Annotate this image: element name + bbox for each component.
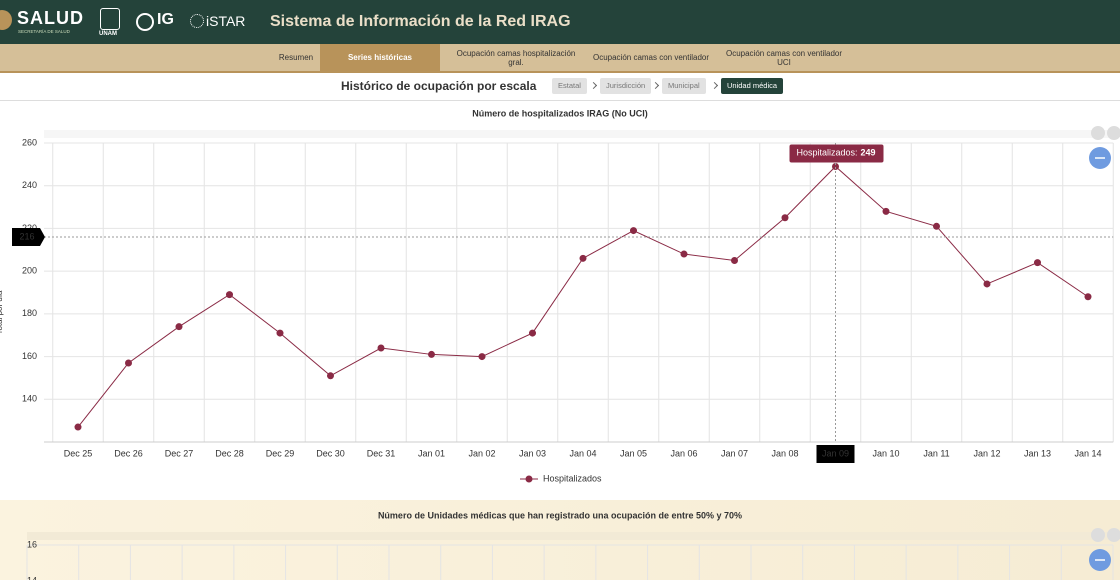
tooltip-value: 249	[861, 148, 876, 158]
y-tick-label: 180	[22, 308, 37, 318]
data-point	[983, 280, 991, 288]
site-title: Sistema de Información de la Red IRAG	[270, 13, 571, 30]
data-point	[680, 250, 688, 258]
x-tick-label: Jan 07	[721, 448, 748, 458]
y-tick-label: 160	[22, 351, 37, 361]
x-tick-label: Dec 29	[266, 448, 295, 458]
breadcrumb-separator	[589, 81, 598, 90]
data-point	[428, 350, 435, 358]
crosshair-label: 216	[19, 231, 34, 241]
x-tick-label: Dec 25	[64, 448, 93, 458]
charts: Número de hospitalizados IRAG (No UCI) 14…	[0, 108, 1120, 580]
x-tick-label: Jan 11	[923, 448, 949, 458]
breadcrumb-item[interactable]: Unidad médica	[721, 78, 784, 94]
zoom-button[interactable]	[1107, 528, 1120, 542]
breadcrumb-item[interactable]: Municipal	[662, 78, 706, 94]
data-point	[630, 227, 637, 235]
data-point	[327, 372, 334, 380]
x-tick-label: Dec 28	[215, 448, 244, 458]
data-point	[1084, 293, 1092, 301]
x-tick-label: Jan 13	[1024, 448, 1051, 458]
logo-salud-sub: SECRETARÍA DE SALUD	[18, 29, 70, 34]
data-point	[478, 353, 486, 361]
nav-tab[interactable]: Ocupación camas hospitalización gral.	[456, 48, 576, 67]
data-point	[125, 359, 132, 367]
y-tick-label: 260	[22, 137, 37, 147]
x-tick-label: Dec 31	[367, 448, 396, 458]
x-tick-label: Jan 12	[973, 448, 1000, 458]
emblem	[0, 10, 12, 30]
nav-tab[interactable]: Ocupación camas con ventilador UCI	[725, 48, 843, 67]
data-point	[377, 344, 385, 352]
plot-band	[44, 130, 1110, 138]
zoom-button[interactable]	[1091, 126, 1105, 140]
data-point	[175, 323, 183, 331]
y-tick-label: 200	[22, 266, 37, 276]
breadcrumb-separator	[651, 81, 660, 90]
data-point	[781, 214, 789, 222]
chart-title: Número de Unidades médicas que han regis…	[378, 510, 742, 520]
nav-tab[interactable]: Series históricas	[320, 44, 440, 71]
data-point	[832, 162, 839, 170]
logo-unam: UNAM	[99, 31, 117, 37]
breadcrumb-item[interactable]: Estatal	[552, 78, 587, 94]
x-tick-label: Jan 04	[569, 448, 596, 458]
x-tick-label: Jan 05	[620, 448, 647, 458]
y-axis-title: Total por día	[0, 290, 4, 335]
nav-bar: Resumen Series históricas Ocupación camas …	[0, 44, 1120, 73]
crosshair-label-box	[12, 227, 45, 246]
data-point	[74, 423, 82, 431]
x-tick-label: Jan 01	[418, 448, 445, 458]
y-tick-label: 14	[27, 575, 37, 580]
x-tick-label: Jan 08	[771, 448, 798, 458]
data-point	[579, 254, 587, 262]
x-tick-label: Jan 10	[872, 448, 899, 458]
x-tick-label: Dec 26	[114, 448, 143, 458]
data-point	[933, 222, 940, 230]
y-tick-label: 240	[22, 180, 37, 190]
section-title: Histórico de ocupación por escala	[341, 79, 537, 93]
tooltip-label: Hospitalizados:	[797, 148, 858, 158]
zoom-button[interactable]	[1091, 528, 1105, 542]
x-tick-label: Jan 14	[1074, 448, 1101, 458]
data-point	[731, 256, 738, 264]
logo-istar: iSTAR	[206, 13, 246, 29]
nav-tab[interactable]: Ocupación camas con ventilador	[592, 53, 710, 62]
subheader: Histórico de ocupación por escala Estata…	[0, 73, 1120, 101]
data-point	[882, 207, 890, 215]
plot-band	[27, 532, 1109, 540]
y-tick-label: 16	[27, 539, 37, 549]
x-tick-label: Dec 27	[165, 448, 194, 458]
chart-title: Número de hospitalizados IRAG (No UCI)	[472, 108, 648, 118]
legend-label: Hospitalizados	[543, 473, 602, 483]
ig-icon	[136, 13, 154, 31]
legend-marker	[525, 475, 533, 483]
tooltip-box	[789, 144, 884, 163]
x-tick-label: Jan 06	[670, 448, 697, 458]
x-tick-label: Jan 03	[519, 448, 546, 458]
data-point	[276, 329, 284, 337]
x-tick-label: Jan 02	[468, 448, 495, 458]
istar-icon	[190, 14, 204, 28]
x-tick-highlight	[816, 445, 855, 463]
zoom-button[interactable]	[1107, 126, 1120, 140]
x-tick-label: Jan 09	[822, 448, 849, 458]
data-point	[1034, 259, 1041, 267]
y-tick-label: 220	[22, 223, 37, 233]
logo-ig: IG	[157, 11, 174, 28]
header: SALUD SECRETARÍA DE SALUD UNAM IG iSTAR …	[0, 0, 1120, 44]
data-point	[226, 291, 233, 299]
data-point	[529, 329, 536, 337]
tooltip: Hospitalizados: 249	[797, 148, 876, 158]
nav-tab[interactable]: Resumen	[278, 53, 314, 62]
y-tick-label: 140	[22, 394, 37, 404]
breadcrumb-separator	[710, 81, 719, 90]
unam-icon	[100, 8, 120, 30]
breadcrumb-item[interactable]: Jurisdicción	[600, 78, 652, 94]
logo-salud: SALUD	[17, 8, 84, 28]
x-tick-label: Dec 30	[316, 448, 345, 458]
